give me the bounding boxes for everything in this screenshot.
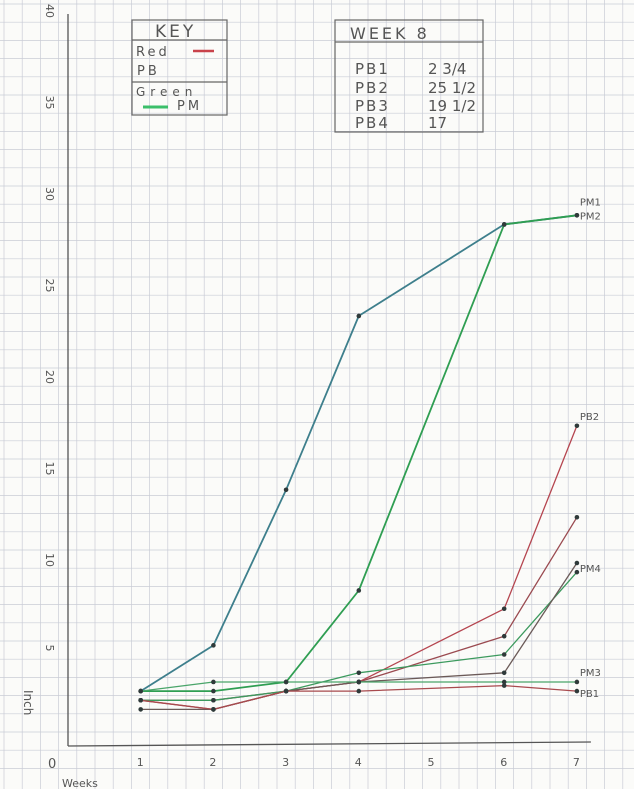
data-point [501, 222, 507, 227]
x-tick-label: 6 [500, 756, 507, 769]
y-tick-label: 25 [43, 279, 56, 293]
legend-entry-green-label: Green [136, 85, 197, 99]
data-point [574, 514, 580, 520]
data-point [501, 652, 507, 657]
data-point [211, 643, 216, 648]
data-point [574, 569, 580, 575]
y-axis-label: Inch [21, 690, 35, 715]
y-tick-label: 20 [43, 370, 56, 384]
series-label: PM1 [580, 197, 601, 208]
data-point [211, 707, 216, 712]
x-axis-label: Weeks [62, 777, 98, 789]
data-point [211, 697, 216, 703]
data-point [283, 679, 289, 685]
legend: KEY Red PB Green PM [131, 19, 228, 116]
x-tick-label: 2 [209, 756, 216, 769]
series-label: PM2 [580, 211, 601, 222]
x-tick-label: 0 [48, 757, 56, 772]
data-point [356, 679, 362, 685]
series-line [140, 214, 578, 692]
series-line [140, 681, 577, 692]
axes [67, 14, 591, 747]
week-table-row-value: 2 3/4 [428, 60, 466, 78]
data-point [501, 606, 507, 612]
y-tick-label: 5 [43, 645, 56, 652]
data-point [574, 423, 580, 429]
series-line [140, 214, 578, 692]
week-table-row-value: 17 [428, 114, 447, 132]
data-point [138, 697, 143, 703]
x-axis [67, 741, 591, 747]
data-point [356, 313, 362, 319]
data-point [211, 679, 216, 685]
series-label: PM3 [580, 668, 601, 679]
x-tick-label: 4 [355, 756, 362, 769]
series-line [140, 425, 578, 711]
data-point [574, 213, 580, 218]
week-table-row-name: PB1 [355, 60, 390, 78]
data-point [574, 688, 580, 694]
series-label: PB1 [580, 689, 599, 700]
week-table-row-name: PB3 [355, 97, 390, 115]
data-point [574, 679, 580, 685]
series-line [140, 684, 577, 711]
y-tick-label: 15 [43, 462, 56, 476]
week-table-row-name: PB4 [355, 114, 390, 132]
week-table: WEEK 8 PB1 2 3/4 PB2 25 1/2 PB3 19 1/2 P… [334, 19, 484, 133]
week-table-row-value: 25 1/2 [428, 79, 476, 97]
series-line [140, 562, 578, 711]
series-group: PM1 PM2 PB2 PM4 PM3 PB1 [138, 197, 601, 712]
data-point [211, 688, 216, 694]
x-tick-label: 3 [282, 756, 289, 769]
data-point [356, 588, 362, 593]
data-point [574, 560, 580, 566]
x-tick-label: 1 [137, 756, 144, 769]
data-point [501, 670, 507, 676]
x-tick-label: 5 [428, 756, 435, 769]
week-table-title: WEEK 8 [350, 24, 430, 43]
data-point [501, 683, 507, 688]
y-tick-label: 35 [43, 96, 56, 110]
week-table-row-name: PB2 [355, 79, 390, 97]
tick-labels: 0 1 2 3 4 5 6 7 5 10 15 20 25 30 35 40 [43, 4, 580, 772]
y-tick-label: 30 [43, 187, 56, 201]
data-point [138, 707, 143, 712]
data-point [283, 487, 289, 493]
data-point [138, 688, 143, 694]
legend-entry-red-label: Red [136, 45, 170, 60]
legend-title: KEY [155, 22, 196, 42]
x-tick-label: 7 [573, 756, 580, 769]
series-label: PM4 [580, 564, 601, 575]
data-point [501, 633, 507, 639]
data-point [501, 679, 507, 685]
data-point [356, 688, 362, 694]
legend-entry-green-sublabel: PM [177, 99, 202, 114]
y-tick-label: 10 [43, 553, 56, 567]
legend-entry-red-sublabel: PB [137, 64, 160, 79]
data-point [356, 670, 362, 676]
data-point [283, 688, 289, 694]
week-table-row-value: 19 1/2 [428, 97, 476, 115]
series-label: PB2 [580, 412, 599, 423]
y-tick-label: 40 [43, 4, 56, 18]
